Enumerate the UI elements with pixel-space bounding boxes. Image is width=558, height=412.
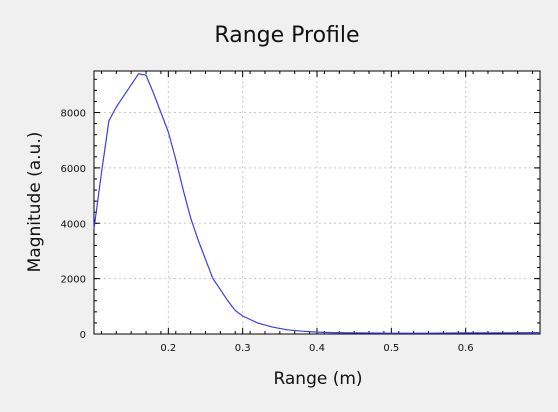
y-axis-label: Magnitude (a.u.) [25,132,45,273]
x-tick-label: 0.3 [235,343,251,354]
x-tick-label: 0.6 [458,343,474,354]
y-tick-label: 8000 [61,109,86,120]
series-line [93,73,541,334]
x-tick-label: 0.4 [309,343,325,354]
x-tick-label: 0.2 [160,343,176,354]
y-tick-label: 4000 [61,219,86,230]
chart-title: Range Profile [214,23,359,48]
y-tick-label: 0 [80,330,86,341]
y-tick-label: 6000 [61,164,86,175]
label-layer: 0.2 0.3 0.4 0.5 0.6 0 2000 4000 6000 8000 [61,109,474,354]
x-tick-label: 0.5 [383,343,399,354]
x-axis-label: Range (m) [273,369,362,389]
grid-layer [94,71,540,334]
y-tick-label: 2000 [61,275,86,286]
